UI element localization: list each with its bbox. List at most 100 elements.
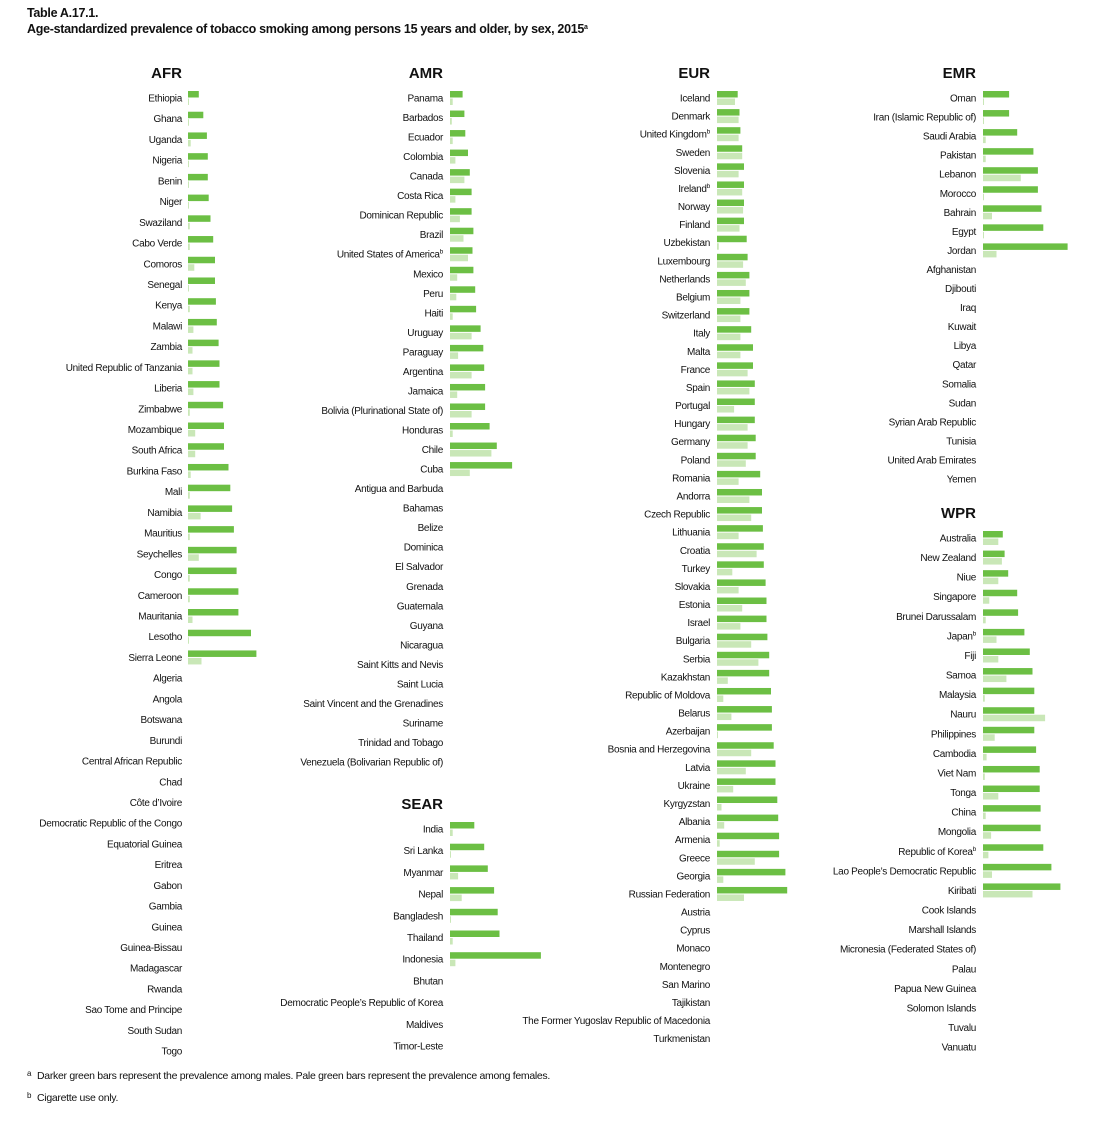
country-label: Republic of Moldova xyxy=(625,690,711,701)
female-bar-costa-rica xyxy=(450,196,456,203)
country-label: Andorra xyxy=(677,491,711,502)
country-name: Dominica xyxy=(404,543,444,554)
country-name: Congo xyxy=(154,570,183,581)
female-bar-czech-republic xyxy=(717,514,752,522)
female-bar-united-republic-of-tanzania xyxy=(188,367,193,375)
country-label: Hungary xyxy=(674,419,710,430)
male-bar-egypt xyxy=(983,224,1044,231)
country-label: Australia xyxy=(940,534,977,545)
country-label: Croatia xyxy=(680,546,711,557)
country-name: Saint Lucia xyxy=(397,679,444,690)
country-name: Guatemala xyxy=(397,601,444,612)
male-bar-zambia xyxy=(188,339,219,347)
country-name: Italy xyxy=(693,329,710,340)
country-label: Sweden xyxy=(676,148,710,159)
country-name: Republic of Moldova xyxy=(625,690,711,701)
male-bar-kiribati xyxy=(983,883,1061,890)
country-name: Algeria xyxy=(153,674,183,685)
country-label: New Zealand xyxy=(920,553,976,564)
country-label: Sao Tome and Principe xyxy=(85,1005,183,1016)
country-name: Timor-Leste xyxy=(393,1042,443,1053)
male-bar-georgia xyxy=(717,868,786,876)
female-bar-chile xyxy=(450,450,492,457)
country-name: Paraguay xyxy=(403,347,444,358)
male-bar-bahrain xyxy=(983,205,1042,212)
country-label: Azerbaijan xyxy=(666,727,710,738)
country-label: Bolivia (Plurinational State of) xyxy=(321,406,443,417)
country-label: Benin xyxy=(158,176,182,187)
country-name: Nepal xyxy=(418,890,443,901)
country-name: Bolivia (Plurinational State of) xyxy=(321,406,443,417)
country-name: Russian Federation xyxy=(629,889,710,900)
country-label: Sierra Leone xyxy=(128,653,182,664)
male-bar-cabo-verde xyxy=(188,236,214,243)
region-title-wpr: WPR xyxy=(941,505,976,522)
male-bar-republic-of-korea xyxy=(983,844,1044,851)
female-bar-iran-islamic-republic-of xyxy=(983,117,984,125)
country-name: Ukraine xyxy=(678,781,711,792)
female-bar-pakistan xyxy=(983,155,986,163)
male-bar-viet-nam xyxy=(983,765,1040,773)
country-name: Samoa xyxy=(946,671,977,682)
country-name: United Arab Emirates xyxy=(888,455,977,466)
country-name: Malaysia xyxy=(939,690,977,701)
country-name: Slovakia xyxy=(675,582,711,593)
country-label: Bosnia and Herzegovina xyxy=(608,745,711,756)
country-label: Nepal xyxy=(418,890,443,901)
country-label: India xyxy=(423,825,444,836)
country-name: Romania xyxy=(672,473,711,484)
country-name: Namibia xyxy=(147,508,182,519)
female-bar-jamaica xyxy=(450,391,458,398)
country-label: South Africa xyxy=(132,446,183,457)
country-label: Dominica xyxy=(404,543,444,554)
male-bar-iran-islamic-republic-of xyxy=(983,110,1010,117)
country-label: Niue xyxy=(957,573,977,584)
male-bar-niue xyxy=(983,570,1009,577)
country-name: Brunei Darussalam xyxy=(896,612,976,623)
country-name: Jamaica xyxy=(408,386,444,397)
female-bar-mali xyxy=(188,492,190,499)
country-label: Lao People’s Democratic Republic xyxy=(833,866,976,877)
female-bar-cambodia xyxy=(983,753,987,761)
country-label: France xyxy=(681,365,711,376)
country-name: Singapore xyxy=(933,592,977,603)
male-bar-nauru xyxy=(983,707,1035,714)
country-name: Zambia xyxy=(150,342,182,353)
country-label: Equatorial Guinea xyxy=(107,839,183,850)
country-name: Turkey xyxy=(682,564,711,575)
female-bar-israel xyxy=(717,623,741,630)
country-name: South Africa xyxy=(132,446,183,457)
male-bar-oman xyxy=(983,91,1010,98)
country-label: Italy xyxy=(693,329,710,340)
country-name: Mongolia xyxy=(938,827,977,838)
country-name: New Zealand xyxy=(920,553,976,564)
table-id: Table A.17.1. xyxy=(27,6,99,20)
country-name: Kuwait xyxy=(948,322,977,333)
country-label: Zambia xyxy=(150,342,182,353)
country-label: Palau xyxy=(952,964,976,975)
country-name: Vanuatu xyxy=(942,1043,976,1054)
male-bar-indonesia xyxy=(450,952,541,959)
female-bar-dominican-republic xyxy=(450,215,460,223)
country-label: Mozambique xyxy=(128,425,183,436)
female-bar-lithuania xyxy=(717,532,739,540)
female-bar-congo xyxy=(188,575,190,582)
female-bar-azerbaijan xyxy=(717,731,718,739)
male-bar-russian-federation xyxy=(717,886,788,894)
male-bar-malta xyxy=(717,344,753,351)
female-bar-ukraine xyxy=(717,785,734,793)
female-bar-uzbekistan xyxy=(717,243,719,250)
male-bar-sri-lanka xyxy=(450,843,485,851)
female-bar-ecuador xyxy=(450,137,453,145)
country-label: Russian Federation xyxy=(629,889,710,900)
male-bar-ecuador xyxy=(450,130,466,137)
country-label: Israel xyxy=(687,618,710,629)
male-bar-ireland xyxy=(717,181,744,188)
male-bar-mauritania xyxy=(188,609,239,616)
country-label: Poland xyxy=(681,455,710,466)
country-name: Afghanistan xyxy=(926,265,976,276)
country-name: Estonia xyxy=(679,600,711,611)
country-name: Hungary xyxy=(674,419,710,430)
country-name: Bangladesh xyxy=(393,911,443,922)
female-bar-spain xyxy=(717,387,750,395)
